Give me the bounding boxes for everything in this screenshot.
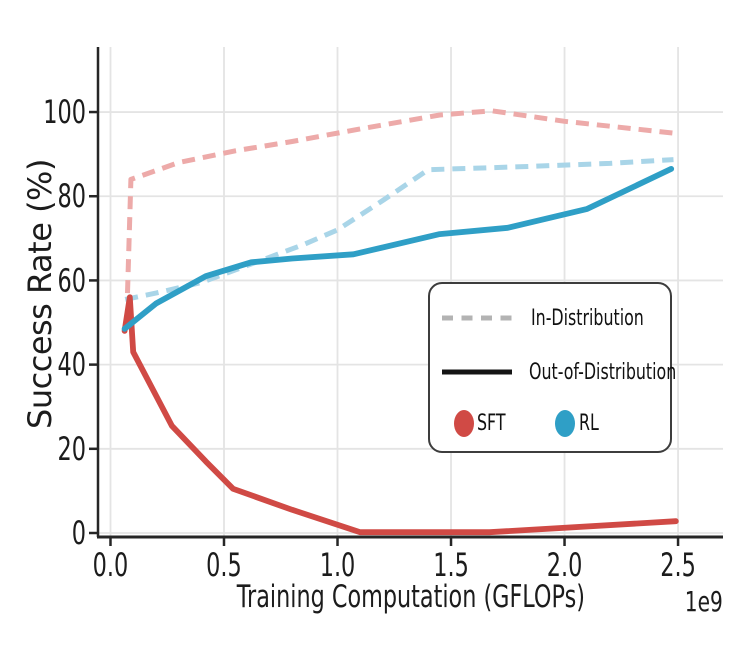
legend-item-out-of-distribution: Out-of-Distribution: [442, 357, 734, 387]
x-tick-label: 2.5: [660, 546, 696, 584]
y-tick-label: 100: [43, 93, 86, 131]
x-tick-label: 1.5: [433, 546, 469, 584]
legend-label-out-of-distribution: Out-of-Distribution: [529, 359, 677, 385]
y-tick-label: 40: [58, 345, 86, 383]
legend-label-rl: RL: [579, 410, 599, 436]
legend: In-Distribution Out-of-Distribution SFT …: [428, 282, 676, 453]
legend-label-sft: SFT: [477, 410, 506, 436]
legend-item-rl: RL: [555, 408, 607, 438]
legend-item-sft: SFT: [454, 408, 517, 438]
y-tick-label: 0: [72, 514, 86, 552]
solid-line-swatch: [442, 369, 512, 375]
rl-marker-ellipse: [555, 409, 575, 437]
x-tick-label: 2.0: [547, 546, 583, 584]
dashed-line-swatch: [442, 315, 512, 321]
x-tick-label: 0.5: [206, 546, 242, 584]
x-axis-offset-label: 1e9: [684, 585, 723, 618]
y-axis-label: Success Rate (%): [21, 159, 59, 429]
legend-item-in-distribution: In-Distribution: [442, 303, 688, 333]
y-tick-label: 20: [58, 430, 86, 468]
sft-marker-ellipse: [454, 409, 474, 437]
x-tick-label: 0.0: [93, 546, 129, 584]
series-line-sft-in-distribution: [125, 108, 674, 294]
x-axis-label-container: Training Computation (GFLOPs): [98, 579, 723, 615]
y-tick-label: 60: [58, 261, 86, 299]
x-tick-label: 1.0: [320, 546, 356, 584]
x-axis-label: Training Computation (GFLOPs): [236, 579, 585, 615]
series-line-rl-out-of-distribution: [121, 165, 675, 332]
y-tick-label: 80: [58, 177, 86, 215]
legend-label-in-distribution: In-Distribution: [531, 305, 644, 331]
